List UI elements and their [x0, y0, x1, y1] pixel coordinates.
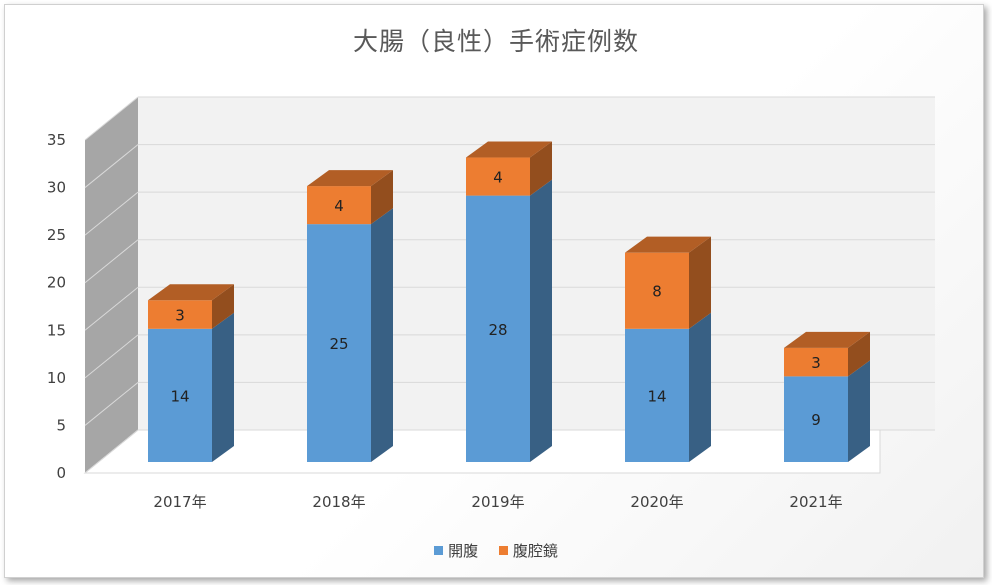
x-tick-label: 2017年 [153, 493, 206, 511]
bar-open-front [784, 376, 848, 462]
y-tick-label: 10 [47, 369, 66, 387]
x-tick-label: 2018年 [312, 493, 365, 511]
bar-open-side [371, 208, 393, 462]
gridline-side [84, 429, 139, 474]
y-tick-label: 0 [56, 464, 66, 482]
gridline-side [84, 96, 139, 141]
bar-laparoscopic-front [148, 300, 212, 329]
data-label: 9 [811, 411, 821, 429]
legend-swatch-open [434, 546, 444, 555]
bar-laparoscopic-top [784, 331, 870, 348]
data-label: 8 [652, 283, 662, 301]
y-tick-label: 15 [47, 321, 66, 339]
y-tick-label: 25 [47, 226, 66, 244]
data-label: 3 [175, 307, 185, 325]
bar-laparoscopic-side [212, 284, 234, 329]
data-label: 3 [811, 354, 821, 372]
y-tick-label: 20 [47, 274, 66, 292]
bar-laparoscopic-top [148, 284, 234, 301]
legend-label-open: 開腹 [448, 542, 479, 560]
bar-laparoscopic-side [689, 236, 711, 329]
x-tick-label: 2021年 [789, 493, 842, 511]
x-tick-label: 2019年 [471, 493, 524, 511]
side-wall [85, 97, 138, 473]
data-label: 28 [488, 321, 507, 339]
bar-laparoscopic-top [307, 170, 393, 187]
bar-laparoscopic-front [784, 347, 848, 377]
x-tick-label: 2020年 [630, 493, 683, 511]
gridline-side [84, 334, 139, 379]
bar-open-side [848, 360, 870, 462]
bar-open-front [625, 328, 689, 462]
legend-item-open: 開腹 [434, 540, 478, 561]
gridline-side [84, 144, 139, 188]
bar-open-side [689, 312, 711, 462]
y-axis-ticks: 0 5 10 15 20 25 30 35 [47, 131, 66, 482]
bar-open-front [148, 328, 212, 462]
gridline-side [84, 239, 139, 284]
bar-laparoscopic-top [466, 141, 552, 158]
data-label: 25 [329, 335, 348, 353]
gridline-side [84, 191, 139, 236]
bar-open-front [466, 195, 530, 462]
gridline-side [84, 286, 139, 331]
y-tick-label: 30 [47, 179, 66, 197]
bars: 14 3 25 4 28 4 14 8 9 3 [148, 141, 870, 462]
data-label: 4 [334, 197, 344, 215]
legend-item-laparoscopic: 腹腔鏡 [498, 540, 558, 561]
legend: 開腹 腹腔鏡 [0, 540, 992, 561]
chart-title: 大腸（良性）手術症例数 [352, 27, 639, 56]
x-axis-ticks: 2017年 2018年 2019年 2020年 2021年 [153, 493, 842, 511]
bar-laparoscopic-front [307, 186, 371, 225]
gridline-side [84, 382, 139, 426]
legend-swatch-laparoscopic [498, 546, 508, 555]
y-tick-label: 35 [47, 131, 66, 149]
bar-laparoscopic-side [371, 170, 393, 225]
bar-open-side [212, 312, 234, 462]
bar-open-side [530, 179, 552, 462]
bar-open-front [307, 224, 371, 462]
bar-laparoscopic-top [625, 236, 711, 253]
bar-laparoscopic-front [625, 252, 689, 329]
data-label: 14 [170, 387, 189, 405]
bar-laparoscopic-front [466, 157, 530, 196]
bar-laparoscopic-side [848, 331, 870, 377]
bar-laparoscopic-side [530, 141, 552, 196]
legend-label-laparoscopic: 腹腔鏡 [512, 542, 558, 560]
data-label: 14 [647, 387, 666, 405]
data-label: 4 [493, 169, 503, 187]
y-tick-label: 5 [56, 416, 66, 434]
